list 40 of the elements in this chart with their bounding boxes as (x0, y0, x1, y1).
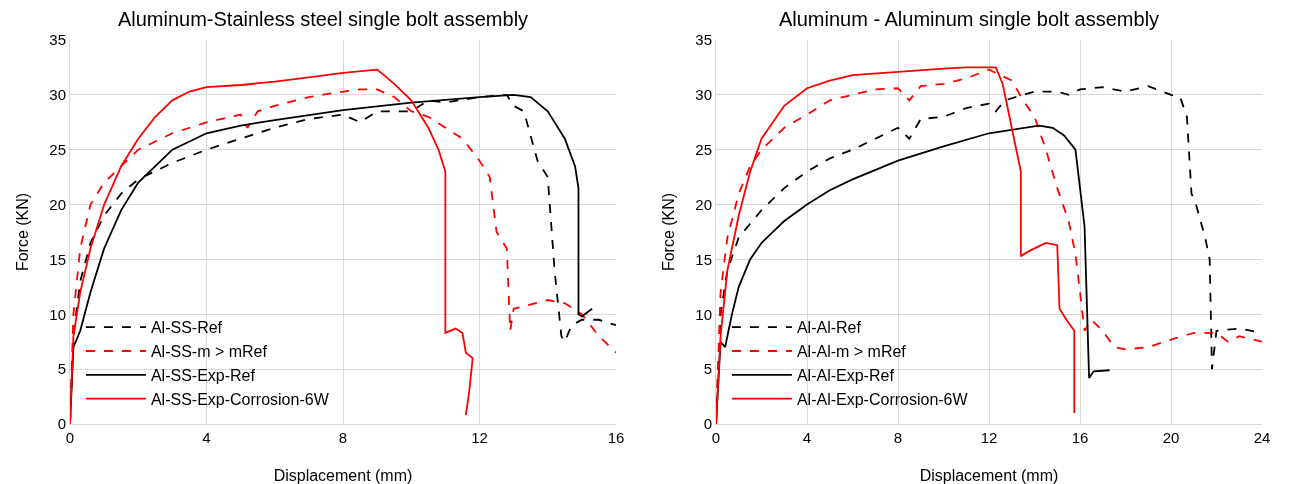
y-tick-label: 25 (695, 140, 712, 158)
y-tick-label: 30 (695, 86, 712, 104)
x-tick-label: 16 (1071, 429, 1089, 446)
y-tick-label: 15 (49, 250, 66, 268)
y-axis-title: Force (KN) (14, 192, 31, 272)
x-axis-title: Displacement (mm) (919, 467, 1059, 484)
legend-label: Al-Al-Ref (796, 319, 862, 337)
legend-label: Al-Al-Exp-Corrosion-6W (796, 390, 969, 408)
x-tick-label: 24 (1253, 429, 1271, 446)
legend-label: Al-SS-Ref (150, 319, 223, 337)
y-tick-label: 25 (49, 140, 66, 158)
x-tick-label: 4 (202, 429, 211, 446)
legend-label: Al-Al-Exp-Ref (796, 367, 895, 385)
x-axis-title: Displacement (mm) (273, 467, 413, 484)
x-tick-label: 16 (607, 429, 625, 446)
x-tick-label: 20 (1162, 429, 1180, 446)
y-tick-label: 35 (695, 31, 712, 49)
chart-title: Aluminum-Stainless steel single bolt assembly (117, 8, 529, 31)
legend-label: Al-SS-Exp-Ref (150, 367, 256, 385)
y-tick-label: 15 (695, 250, 712, 268)
y-axis-title: Force (KN) (660, 192, 677, 272)
x-tick-label: 8 (893, 429, 903, 446)
y-tick-label: 30 (49, 86, 66, 104)
legend-label: Al-SS-m > mRef (150, 343, 268, 361)
x-tick-label: 4 (802, 429, 812, 446)
y-tick-label: 10 (49, 305, 66, 323)
x-tick-label: 12 (980, 429, 998, 446)
y-tick-label: 5 (703, 360, 712, 378)
legend-label: Al-Al-m > mRef (796, 343, 907, 361)
legend-label: Al-SS-Exp-Corrosion-6W (150, 390, 330, 408)
x-tick-label: 8 (338, 429, 348, 446)
y-tick-label: 0 (703, 415, 712, 433)
x-tick-label: 12 (471, 429, 488, 446)
y-tick-label: 0 (57, 415, 66, 433)
chart-title: Aluminum - Aluminum single bolt assembly (778, 8, 1160, 31)
y-tick-label: 35 (49, 31, 66, 49)
y-tick-label: 5 (57, 360, 66, 378)
y-tick-label: 20 (695, 195, 712, 213)
y-tick-label: 10 (695, 305, 712, 323)
y-tick-label: 20 (49, 195, 66, 213)
